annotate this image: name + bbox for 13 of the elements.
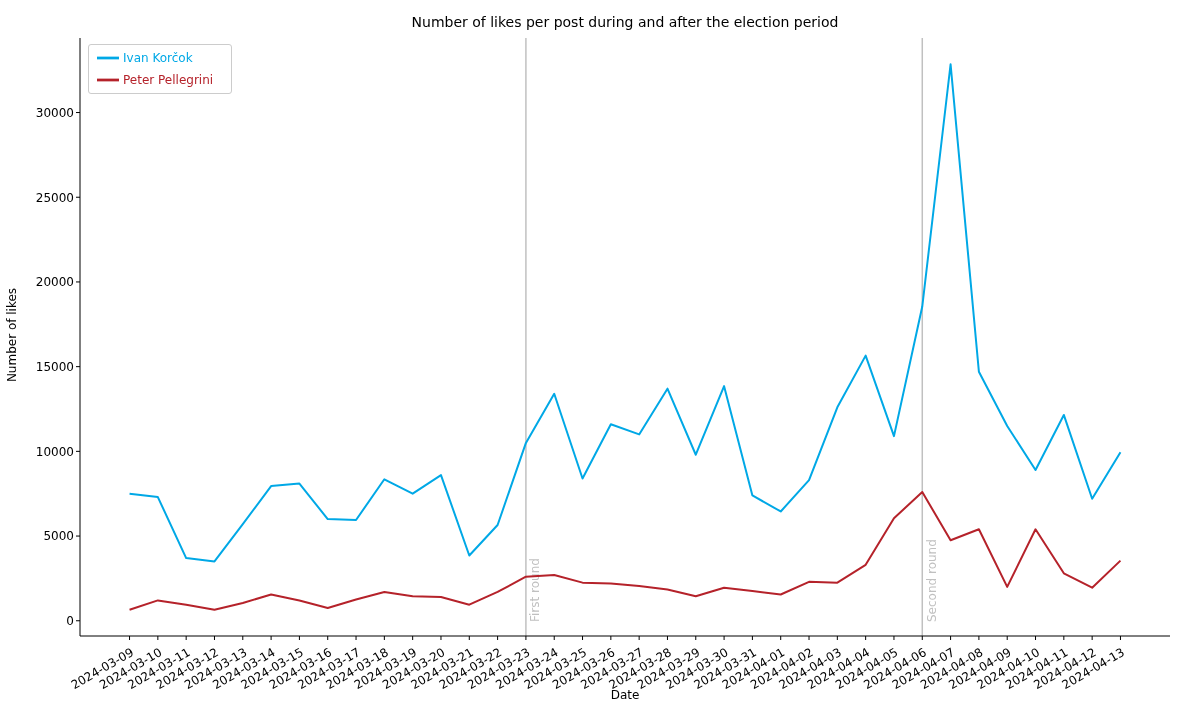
y-tick-label: 30000 — [35, 105, 74, 120]
y-tick-label: 0 — [66, 614, 74, 629]
chart-title: Number of likes per post during and after the election period — [410, 14, 840, 30]
legend-label: Ivan Korčok — [123, 50, 193, 65]
y-tick-label: 5000 — [43, 529, 74, 544]
x-axis-title: Date — [610, 688, 640, 702]
legend-label: Peter Pellegrini — [123, 72, 214, 87]
y-tick-label: 15000 — [35, 359, 74, 374]
y-tick-label: 10000 — [35, 444, 74, 459]
y-tick-label: 25000 — [35, 190, 74, 205]
y-tick-label: 20000 — [35, 275, 74, 290]
ref-line-label: Second round — [924, 539, 939, 622]
y-axis-title: Number of likes — [5, 287, 19, 383]
